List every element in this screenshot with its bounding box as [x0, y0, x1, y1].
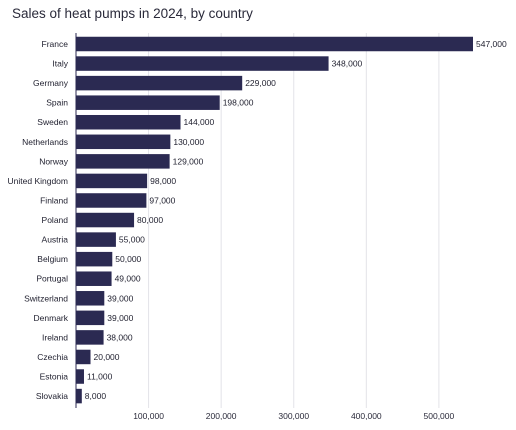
value-label: 348,000 [332, 59, 363, 69]
value-label: 547,000 [476, 39, 507, 49]
value-label: 39,000 [107, 313, 133, 323]
bar [76, 291, 105, 306]
category-label: France [42, 39, 69, 49]
x-axis-ticks: 100,000 200,000 300,000 400,000 500,000 [133, 411, 454, 421]
category-label: Finland [40, 195, 68, 205]
bar [76, 154, 170, 169]
value-label: 11,000 [87, 372, 113, 382]
category-label: Denmark [34, 313, 69, 323]
value-label: 8,000 [85, 391, 107, 401]
category-label: Slovakia [36, 391, 68, 401]
x-tick-label: 500,000 [424, 411, 455, 421]
bar [76, 232, 116, 247]
bar [76, 369, 84, 384]
bar [76, 251, 113, 267]
bar [76, 310, 105, 326]
chart-title: Sales of heat pumps in 2024, by country [12, 6, 253, 21]
bar [76, 193, 147, 208]
category-label: Switzerland [24, 293, 68, 303]
category-labels: France Italy Germany Spain Sweden Netherlands… [8, 39, 69, 401]
value-label: 198,000 [223, 98, 254, 108]
bar [76, 349, 91, 365]
value-label: 144,000 [184, 117, 215, 127]
bar [76, 56, 329, 71]
category-label: Czechia [37, 352, 68, 362]
x-tick-label: 100,000 [133, 411, 164, 421]
category-label: Italy [52, 59, 68, 69]
category-label: Austria [42, 235, 69, 245]
value-label: 130,000 [173, 137, 204, 147]
value-label: 55,000 [119, 235, 145, 245]
bar [76, 36, 473, 52]
bar [76, 134, 171, 150]
category-label: Ireland [42, 332, 68, 342]
bar [76, 114, 181, 130]
value-label: 80,000 [137, 215, 163, 225]
bar [76, 75, 243, 91]
x-tick-label: 300,000 [278, 411, 309, 421]
category-label: Estonia [40, 372, 69, 382]
value-label: 20,000 [94, 352, 120, 362]
value-label: 98,000 [150, 176, 176, 186]
category-label: Poland [42, 215, 69, 225]
category-label: Norway [39, 156, 69, 166]
bar [76, 95, 220, 110]
bars [76, 36, 473, 404]
x-tick-label: 400,000 [351, 411, 382, 421]
value-label: 39,000 [107, 293, 133, 303]
value-labels: 547,000 348,000 229,000 198,000 144,000 130,0… [85, 39, 507, 401]
bar [76, 330, 104, 345]
value-label: 97,000 [149, 195, 175, 205]
category-label: Netherlands [22, 137, 68, 147]
value-label: 50,000 [115, 254, 141, 264]
bar [76, 271, 112, 286]
x-tick-label: 200,000 [206, 411, 237, 421]
category-label: United Kingdom [8, 176, 68, 186]
category-label: Sweden [37, 117, 68, 127]
category-label: Portugal [36, 274, 68, 284]
category-label: Belgium [37, 254, 68, 264]
category-label: Spain [46, 98, 68, 108]
bar [76, 212, 135, 228]
bar [76, 173, 148, 189]
category-label: Germany [33, 78, 69, 88]
value-label: 129,000 [173, 156, 204, 166]
value-label: 38,000 [107, 332, 133, 342]
value-label: 229,000 [245, 78, 276, 88]
bar [76, 388, 82, 404]
value-label: 49,000 [115, 274, 141, 284]
grid-lines [75, 33, 440, 408]
